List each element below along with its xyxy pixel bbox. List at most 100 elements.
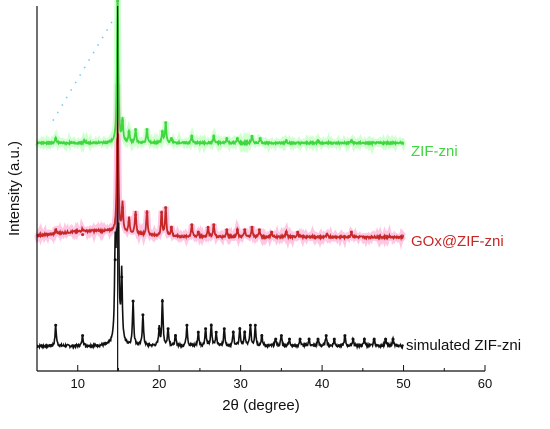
y-axis-title: Intensity (a.u.) — [6, 141, 23, 236]
background-dot — [70, 89, 73, 91]
peak-marker-2-4 — [127, 130, 131, 134]
series-label-0: simulated ZIF-zni — [406, 337, 521, 354]
peak-marker-2-3 — [121, 119, 124, 122]
plot-area — [34, 0, 407, 371]
peak-marker-0-25 — [288, 337, 291, 341]
peak-marker-0-2 — [113, 258, 117, 262]
series-line-0 — [36, 0, 404, 351]
peak-marker-2-5 — [134, 128, 138, 131]
background-dot — [74, 81, 77, 84]
peak-marker-1-23 — [349, 230, 353, 234]
peak-marker-2-14 — [250, 134, 254, 138]
background-dot — [83, 66, 86, 69]
peak-marker-2-6 — [145, 128, 149, 131]
peak-marker-1-15 — [235, 228, 239, 232]
x-tick-label-20: 20 — [152, 376, 166, 391]
x-tick-label-40: 40 — [315, 376, 329, 391]
x-tick-label-10: 10 — [70, 376, 84, 391]
peak-marker-1-1 — [81, 233, 85, 237]
series-label-2: ZIF-zni — [411, 143, 458, 160]
peak-marker-0-16 — [222, 327, 226, 331]
peak-marker-0-29 — [324, 334, 328, 338]
peak-marker-0-0 — [54, 323, 58, 327]
background-dot — [110, 21, 113, 24]
background-dot — [56, 111, 59, 114]
peak-marker-0-14 — [209, 323, 213, 327]
peak-marker-2-18 — [349, 139, 353, 143]
peak-marker-2-1 — [82, 139, 86, 143]
peak-marker-2-16 — [284, 139, 288, 143]
peak-marker-0-15 — [214, 330, 218, 334]
peak-marker-0-36 — [391, 337, 395, 341]
peak-marker-0-32 — [351, 337, 355, 341]
peak-marker-1-14 — [225, 228, 229, 232]
peak-marker-0-31 — [343, 334, 347, 338]
peak-marker-0-19 — [243, 330, 247, 334]
peak-marker-1-18 — [257, 228, 261, 232]
background-dot — [97, 44, 99, 46]
peak-marker-0-7 — [157, 327, 161, 331]
background-dot — [92, 51, 95, 54]
peak-marker-1-12 — [206, 225, 210, 229]
peak-marker-1-20 — [284, 230, 288, 234]
background-dot — [52, 119, 55, 121]
peak-marker-0-35 — [384, 337, 388, 341]
peak-marker-2-17 — [316, 139, 320, 143]
peak-marker-0-9 — [166, 327, 170, 331]
peak-marker-1-7 — [160, 211, 164, 214]
peak-marker-1-4 — [127, 220, 131, 224]
peak-marker-1-17 — [250, 225, 254, 229]
peak-marker-0-11 — [185, 323, 189, 327]
peak-marker-0-34 — [372, 337, 376, 341]
peak-marker-0-33 — [362, 337, 366, 341]
peak-marker-0-21 — [253, 323, 257, 327]
peak-marker-2-11 — [212, 134, 216, 138]
peak-marker-2-12 — [225, 137, 229, 140]
peak-marker-2-13 — [235, 137, 239, 140]
x-axis-title: 2θ (degree) — [222, 397, 300, 414]
peak-marker-1-3 — [121, 206, 124, 210]
peak-marker-1-8 — [164, 206, 168, 210]
peak-marker-0-26 — [298, 337, 302, 341]
peak-marker-0-17 — [231, 330, 235, 334]
peak-marker-0-23 — [274, 337, 278, 341]
x-tick-label-30: 30 — [233, 376, 247, 391]
peak-marker-0-27 — [307, 337, 311, 341]
peak-marker-0-24 — [279, 334, 283, 338]
peak-marker-0-4 — [120, 275, 124, 279]
peak-marker-1-22 — [325, 233, 329, 237]
peak-marker-1-11 — [196, 230, 200, 234]
background-dot — [88, 59, 90, 61]
peak-marker-2-10 — [190, 134, 194, 138]
peak-marker-0-12 — [196, 330, 200, 334]
peak-marker-0-8 — [160, 299, 164, 303]
peak-marker-0-28 — [316, 337, 320, 341]
peak-marker-0-22 — [260, 334, 264, 338]
x-tick-label-50: 50 — [396, 376, 410, 391]
background-dot — [101, 36, 104, 39]
peak-marker-0-13 — [204, 327, 208, 331]
peak-marker-1-16 — [243, 228, 247, 232]
peak-marker-0-6 — [141, 313, 145, 317]
background-dot — [65, 96, 68, 99]
series-halo-2 — [34, 0, 407, 156]
peak-marker-0-1 — [81, 334, 85, 338]
peak-marker-2-8 — [164, 121, 168, 125]
x-ticks: 10 20 30 40 50 60 — [36, 365, 492, 391]
peak-marker-0-20 — [248, 323, 252, 327]
background-dot — [106, 29, 108, 31]
series-line-2 — [36, 0, 405, 148]
peak-marker-2-7 — [160, 130, 164, 134]
peak-marker-1-6 — [145, 211, 149, 214]
peak-marker-0-18 — [238, 327, 242, 331]
peak-marker-0-5 — [131, 299, 135, 303]
peak-marker-1-19 — [270, 230, 274, 234]
peak-marker-1-21 — [296, 230, 300, 234]
peak-marker-0-10 — [174, 334, 177, 338]
peak-marker-1-9 — [169, 225, 173, 229]
peak-marker-2-9 — [169, 137, 173, 140]
peak-marker-2-0 — [54, 137, 58, 140]
peak-marker-2-15 — [258, 137, 262, 140]
peak-marker-1-10 — [190, 223, 194, 227]
